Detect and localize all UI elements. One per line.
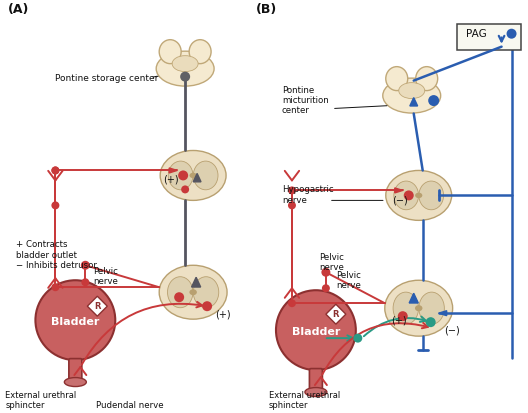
Text: Bladder: Bladder <box>291 327 340 337</box>
Circle shape <box>276 290 356 370</box>
Circle shape <box>428 95 439 106</box>
Ellipse shape <box>193 161 218 190</box>
Circle shape <box>288 299 296 307</box>
Circle shape <box>174 292 184 302</box>
Circle shape <box>181 185 189 193</box>
Text: Pelvic
nerve: Pelvic nerve <box>336 271 361 290</box>
Polygon shape <box>439 311 447 316</box>
Circle shape <box>426 317 436 327</box>
Circle shape <box>202 301 212 311</box>
Ellipse shape <box>386 66 408 90</box>
Circle shape <box>506 29 516 39</box>
Circle shape <box>398 311 408 321</box>
Polygon shape <box>87 296 107 316</box>
Circle shape <box>288 186 296 195</box>
Ellipse shape <box>386 171 451 221</box>
Text: Pontine storage center: Pontine storage center <box>55 74 159 83</box>
Text: (A): (A) <box>7 3 29 16</box>
Ellipse shape <box>159 265 227 319</box>
Circle shape <box>51 202 59 209</box>
Ellipse shape <box>190 289 197 295</box>
Text: Bladder: Bladder <box>51 317 100 327</box>
Text: Pudendal nerve: Pudendal nerve <box>97 401 164 410</box>
Polygon shape <box>409 293 418 303</box>
Circle shape <box>35 280 115 360</box>
Circle shape <box>322 284 330 292</box>
Ellipse shape <box>156 51 214 86</box>
Circle shape <box>288 202 296 209</box>
Text: (−): (−) <box>392 195 408 205</box>
Text: PAG: PAG <box>466 28 486 39</box>
Text: (−): (−) <box>444 325 459 335</box>
Ellipse shape <box>159 40 181 64</box>
Circle shape <box>178 171 188 180</box>
Circle shape <box>51 283 59 291</box>
Ellipse shape <box>419 181 444 210</box>
Circle shape <box>180 71 190 82</box>
Polygon shape <box>192 277 201 287</box>
Ellipse shape <box>385 280 452 336</box>
Ellipse shape <box>419 292 445 324</box>
Ellipse shape <box>64 377 86 387</box>
Circle shape <box>81 278 89 286</box>
Polygon shape <box>395 188 403 193</box>
Text: Pontine
micturition
center: Pontine micturition center <box>282 85 329 115</box>
Text: Hypogastric
nerve: Hypogastric nerve <box>282 185 334 205</box>
Circle shape <box>51 166 59 174</box>
Circle shape <box>81 261 90 270</box>
Ellipse shape <box>383 78 441 113</box>
Polygon shape <box>326 304 346 324</box>
Circle shape <box>404 190 414 200</box>
Polygon shape <box>169 168 177 173</box>
Ellipse shape <box>415 192 422 198</box>
Polygon shape <box>410 97 418 106</box>
Text: (+): (+) <box>391 315 407 325</box>
Text: External urethral
sphincter: External urethral sphincter <box>5 391 77 410</box>
Text: R: R <box>333 310 339 319</box>
Ellipse shape <box>416 66 438 90</box>
Text: Pelvic
nerve: Pelvic nerve <box>93 266 118 286</box>
Ellipse shape <box>160 150 226 200</box>
Text: (+): (+) <box>215 309 231 319</box>
Text: (+): (+) <box>163 174 179 185</box>
Text: + Contracts
bladder outlet
− Inhibits detrusor: + Contracts bladder outlet − Inhibits de… <box>16 240 97 270</box>
Ellipse shape <box>167 277 193 308</box>
Text: R: R <box>94 302 100 311</box>
Ellipse shape <box>393 292 419 324</box>
FancyBboxPatch shape <box>69 358 82 382</box>
Ellipse shape <box>172 56 198 71</box>
Circle shape <box>322 268 331 277</box>
Ellipse shape <box>168 161 193 190</box>
Text: Pelvic
nerve: Pelvic nerve <box>319 253 344 272</box>
Text: External urethral
sphincter: External urethral sphincter <box>269 391 340 410</box>
Ellipse shape <box>394 181 419 210</box>
Ellipse shape <box>305 387 327 396</box>
Circle shape <box>51 166 59 174</box>
Text: (B): (B) <box>256 3 277 16</box>
Ellipse shape <box>193 277 219 308</box>
Ellipse shape <box>399 83 425 99</box>
Polygon shape <box>193 173 201 182</box>
FancyBboxPatch shape <box>457 24 521 50</box>
Ellipse shape <box>189 40 211 64</box>
Ellipse shape <box>415 305 422 311</box>
Ellipse shape <box>190 173 197 178</box>
FancyBboxPatch shape <box>309 368 323 392</box>
Circle shape <box>353 334 362 343</box>
